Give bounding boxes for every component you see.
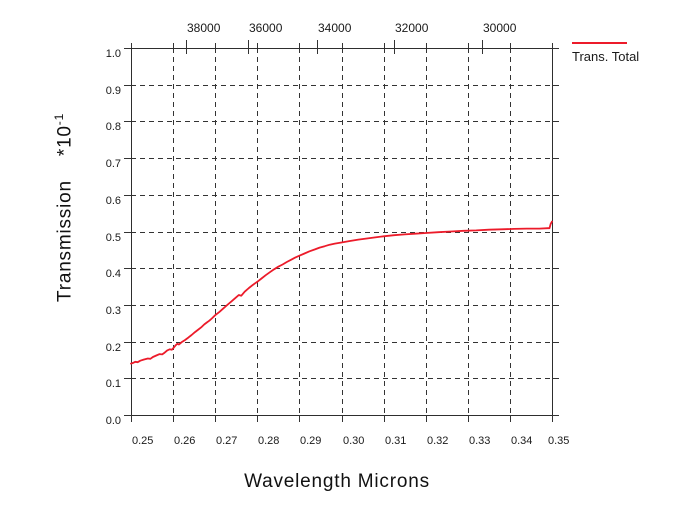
x-tick-label: 0.30 [343, 435, 365, 447]
y-axis-title: Transmission *10-1 [52, 113, 76, 302]
trans-total-curve [130, 220, 553, 365]
x-tick-label: 0.28 [258, 435, 280, 447]
x-axis-title: Wavelength Microns [244, 471, 430, 492]
y-axis-scale-exponent: -1 [52, 112, 66, 126]
y-tick-label: 1.0 [105, 48, 121, 60]
y-tick-label: 0.0 [105, 415, 121, 427]
y-tick-label: 0.8 [105, 121, 121, 133]
top-tick-label: 32000 [395, 21, 429, 35]
legend-line-swatch [572, 42, 627, 44]
y-tick-label: 0.7 [105, 158, 121, 170]
top-tick-label: 36000 [249, 21, 283, 35]
legend: Trans. Total [572, 42, 639, 63]
legend-label: Trans. Total [572, 49, 640, 64]
y-tick-label: 0.2 [105, 342, 121, 354]
y-axis-title-text: Transmission [54, 180, 76, 302]
y-tick-label: 0.5 [105, 232, 121, 244]
x-tick-label: 0.31 [385, 435, 407, 447]
top-tick-label: 38000 [187, 21, 221, 35]
x-tick-label: 0.29 [300, 435, 322, 447]
x-tick-label: 0.32 [427, 435, 449, 447]
x-tick-label: 0.26 [174, 435, 196, 447]
y-tick-label: 0.9 [105, 85, 121, 97]
y-tick-label: 0.4 [105, 268, 121, 280]
y-axis-scale-text: *10 [54, 125, 76, 157]
x-tick-label: 0.35 [548, 435, 570, 447]
x-tick-label: 0.27 [216, 435, 238, 447]
y-tick-label: 0.6 [105, 195, 121, 207]
x-tick-label: 0.34 [511, 435, 533, 447]
y-tick-label: 0.3 [105, 305, 121, 317]
x-tick-label: 0.33 [469, 435, 491, 447]
y-tick-label: 0.1 [105, 378, 121, 390]
top-tick-label: 30000 [483, 21, 517, 35]
top-tick-label: 34000 [318, 21, 352, 35]
x-tick-label: 0.25 [132, 435, 154, 447]
